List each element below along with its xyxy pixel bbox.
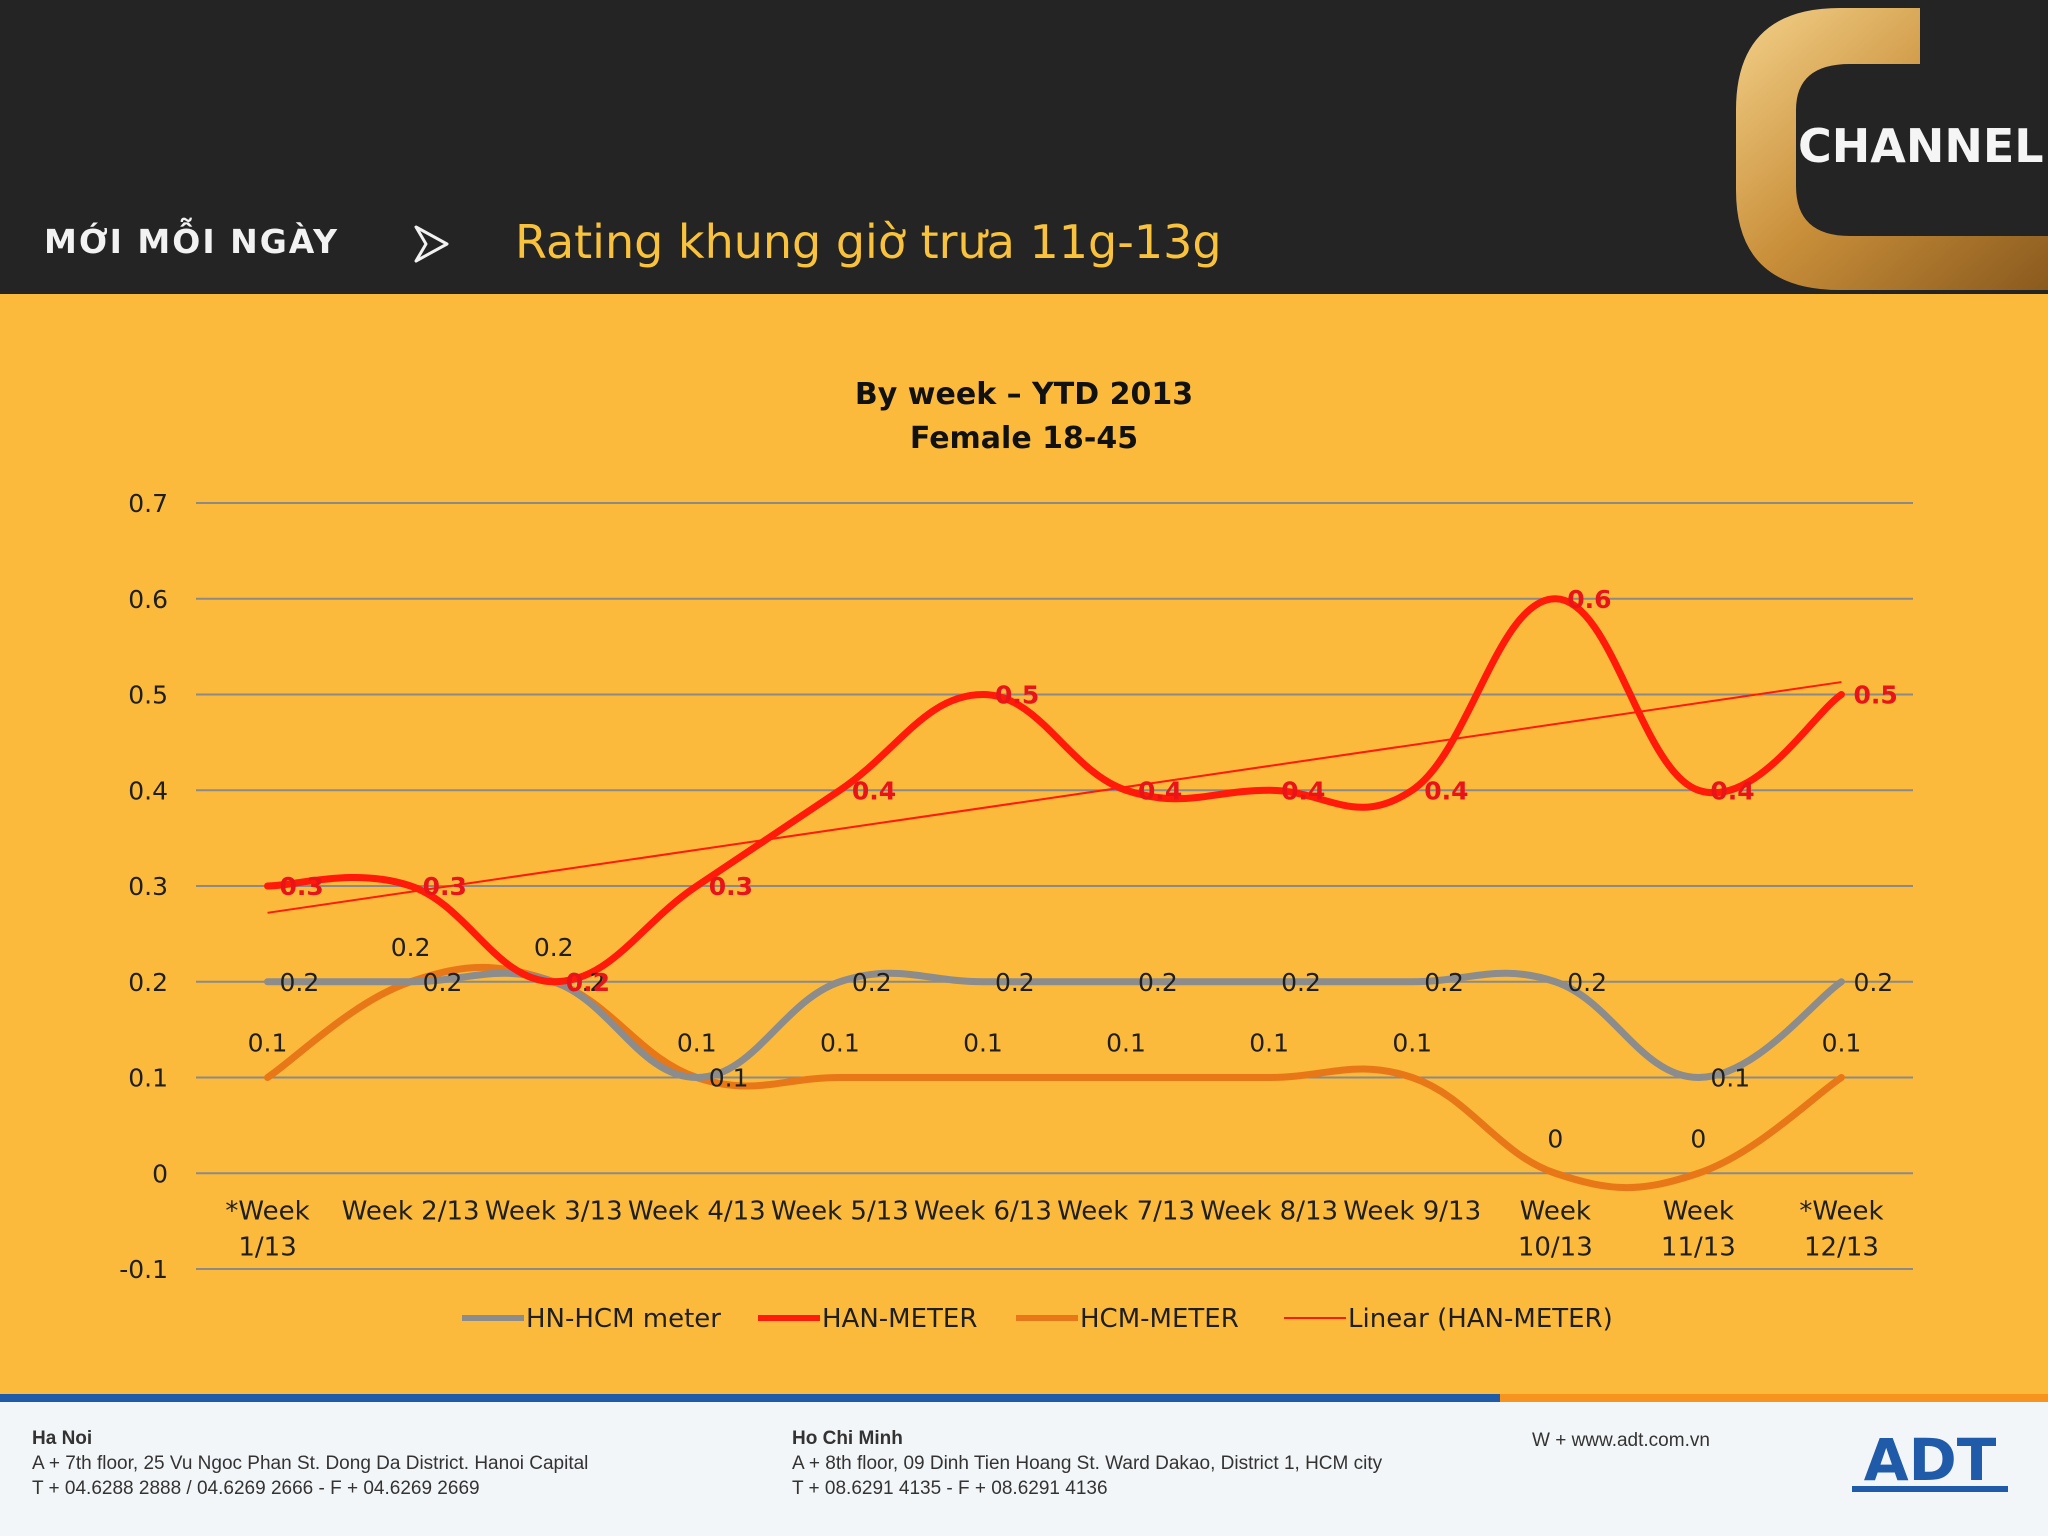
tagline: MỚI MỖI NGÀY [44,222,340,261]
data-label: 0.1 [1710,1064,1750,1093]
data-label: 0.1 [1106,1029,1146,1058]
y-tick-label: 0.1 [128,1064,168,1093]
data-label: 0.2 [1567,968,1607,997]
adt-logo-text: ADT [1864,1428,1997,1494]
x-tick-label: *Week [225,1196,309,1226]
y-tick-label: 0 [152,1159,168,1188]
footer-stripe [0,1394,2048,1402]
data-label: 0.4 [1138,776,1182,805]
x-tick-label: Week 4/13 [628,1196,766,1226]
footer-hcm-city: Ho Chi Minh [792,1428,903,1449]
footer-hcm: Ho Chi Minh A + 8th floor, 09 Dinh Tien … [792,1426,1382,1501]
data-label: 0.1 [963,1029,1003,1058]
data-label: 0.2 [534,933,574,962]
y-tick-label: 0.2 [128,968,168,997]
data-label: 0.4 [852,776,896,805]
data-label: 0.2 [852,968,892,997]
data-label: 0.2 [280,968,320,997]
line-chart: By week – YTD 2013 Female 18-45 -0.1 0 0.1… [119,377,1913,1334]
x-tick-label: Week 2/13 [342,1196,480,1226]
arrow-icon [414,225,449,263]
legend-item: HN-HCM meter [526,1304,721,1334]
x-tick-label: 11/13 [1661,1232,1736,1262]
chart-title: By week – YTD 2013 [855,377,1193,412]
x-tick-label: 12/13 [1804,1232,1879,1262]
x-tick-label: Week 6/13 [914,1196,1052,1226]
data-label: 0.2 [566,968,606,997]
data-label: 0.2 [423,968,463,997]
data-label: 0.3 [280,872,324,901]
data-label: 0.2 [566,968,610,997]
data-label: 0.2 [1424,968,1464,997]
y-tick-label: -0.1 [119,1255,168,1284]
data-label: 0 [1690,1124,1706,1153]
data-label: 0.6 [1567,585,1611,614]
data-label: 0.1 [820,1029,860,1058]
footer-hanoi-city: Ha Noi [32,1428,93,1449]
x-tick-label: Week 7/13 [1057,1196,1195,1226]
data-label: 0.5 [1853,681,1897,710]
data-label: 0.1 [248,1029,288,1058]
footer-hanoi-address: A + 7th floor, 25 Vu Ngoc Phan St. Dong … [32,1453,589,1474]
chart-subtitle: Female 18-45 [910,421,1138,456]
data-label: 0.4 [1710,776,1754,805]
footer-web-link[interactable]: W + www.adt.com.vn [1532,1430,1710,1451]
data-label: 0.3 [423,872,467,901]
data-label: 0.3 [709,872,753,901]
data-label: 0.2 [1853,968,1893,997]
y-tick-label: 0.7 [128,489,168,518]
footer-hanoi: Ha Noi A + 7th floor, 25 Vu Ngoc Phan St… [32,1426,588,1501]
channel-logo: CHANNEL [1736,8,2048,290]
x-tick-label: Week [1520,1196,1591,1226]
footer [0,1394,2048,1536]
footer-hanoi-phone: T + 04.6288 2888 / 04.6269 2666 - F + 04… [32,1478,480,1499]
x-tick-label: *Week [1799,1196,1883,1226]
data-label: 0.1 [677,1029,717,1058]
footer-hcm-address: A + 8th floor, 09 Dinh Tien Hoang St. Wa… [792,1453,1383,1474]
x-tick-label: 10/13 [1518,1232,1593,1262]
footer-hcm-phone: T + 08.6291 4135 - F + 08.6291 4136 [792,1478,1108,1499]
x-tick-label: Week 3/13 [485,1196,623,1226]
data-label: 0.1 [1822,1029,1862,1058]
x-tick-label: Week 5/13 [771,1196,909,1226]
data-label: 0.2 [391,933,431,962]
x-tick-label: Week 9/13 [1343,1196,1481,1226]
y-tick-label: 0.6 [128,585,168,614]
x-tick-label: Week 8/13 [1200,1196,1338,1226]
data-label: 0.1 [1392,1029,1432,1058]
legend-item: HCM-METER [1080,1304,1239,1334]
y-tick-label: 0.4 [128,776,168,805]
x-tick-label: 1/13 [238,1232,296,1262]
data-label: 0.4 [1281,776,1325,805]
slide-title: Rating khung giờ trưa 11g-13g [515,215,1222,269]
data-label: 0.2 [995,968,1035,997]
data-label: 0.1 [709,1064,749,1093]
legend-item: HAN-METER [822,1304,977,1334]
data-label: 0.5 [995,681,1039,710]
header-bar [0,0,2048,294]
data-label: 0.2 [1281,968,1321,997]
trendline-han-meter [267,681,1842,914]
x-tick-label: Week [1663,1196,1734,1226]
data-label: 0.4 [1424,776,1468,805]
logo-text: CHANNEL [1798,119,2044,173]
y-tick-label: 0.5 [128,681,168,710]
adt-logo: ADT [1852,1428,2008,1494]
data-label: 0 [1547,1124,1563,1153]
series-line-han-meter [264,595,1845,986]
y-tick-label: 0.3 [128,872,168,901]
data-label: 0.1 [1249,1029,1289,1058]
data-label: 0.2 [1138,968,1178,997]
legend-item: Linear (HAN-METER) [1348,1304,1613,1334]
